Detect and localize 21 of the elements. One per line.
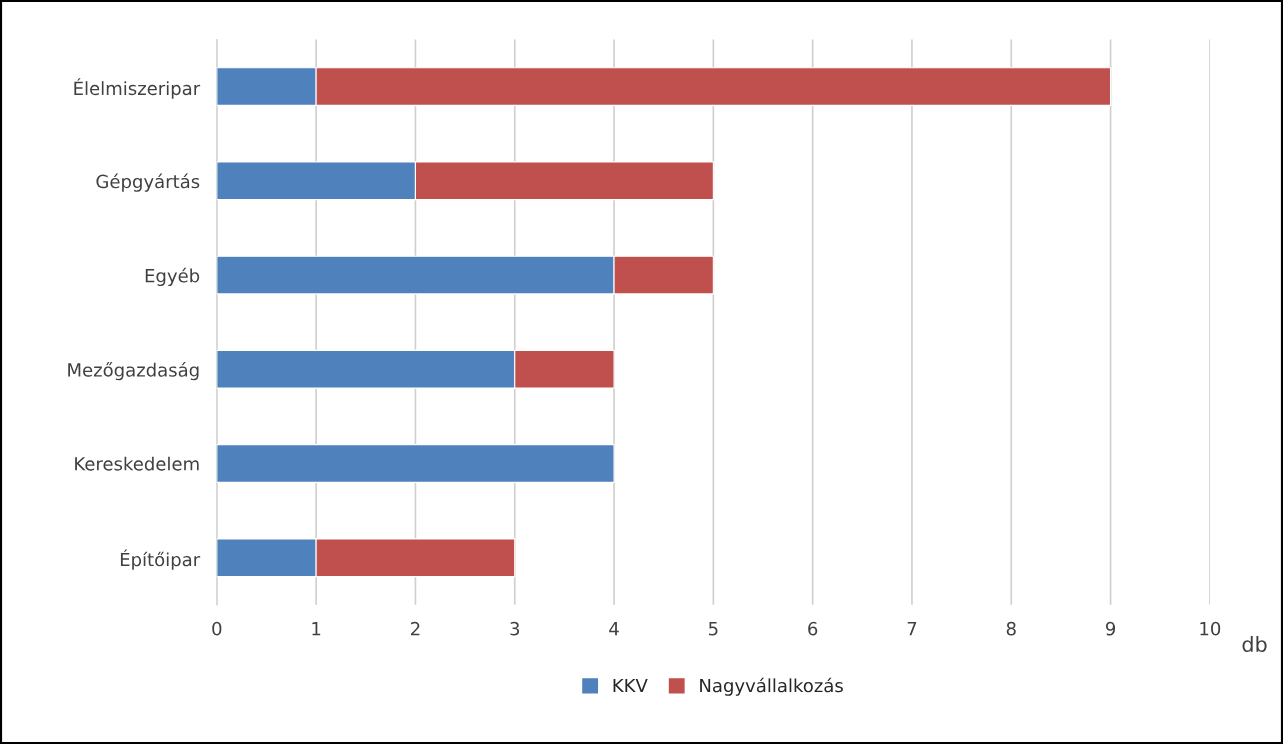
x-tick-label: 0 (212, 621, 222, 636)
x-tick-label: 1 (312, 622, 321, 636)
x-tick-label: 8 (1006, 621, 1016, 636)
y-tick-label: Gépgyártás (96, 173, 200, 192)
x-tick-label: 10 (1200, 621, 1221, 636)
x-tick-label: 3 (510, 621, 520, 636)
x-tick-label: 5 (709, 622, 718, 636)
x-tick-label: 2 (411, 621, 420, 636)
x-axis-title: db (1242, 635, 1267, 653)
legend-label: KKV (613, 678, 648, 693)
y-tick-label: Építőipar (120, 549, 201, 570)
legend-label: Nagyvállalkozás (700, 677, 843, 696)
y-tick-label: Kereskedelem (75, 456, 199, 471)
bar (216, 444, 615, 483)
y-tick-label: Egyéb (145, 267, 200, 287)
x-tick-label: 4 (609, 622, 619, 636)
y-tick-label: Élelmiszeripar (74, 78, 201, 99)
x-tick-label: 6 (808, 621, 818, 636)
x-tick-label: 7 (907, 622, 917, 636)
y-tick-label: Mezőgazdaság (68, 362, 199, 381)
x-tick-label: 9 (1105, 621, 1116, 636)
